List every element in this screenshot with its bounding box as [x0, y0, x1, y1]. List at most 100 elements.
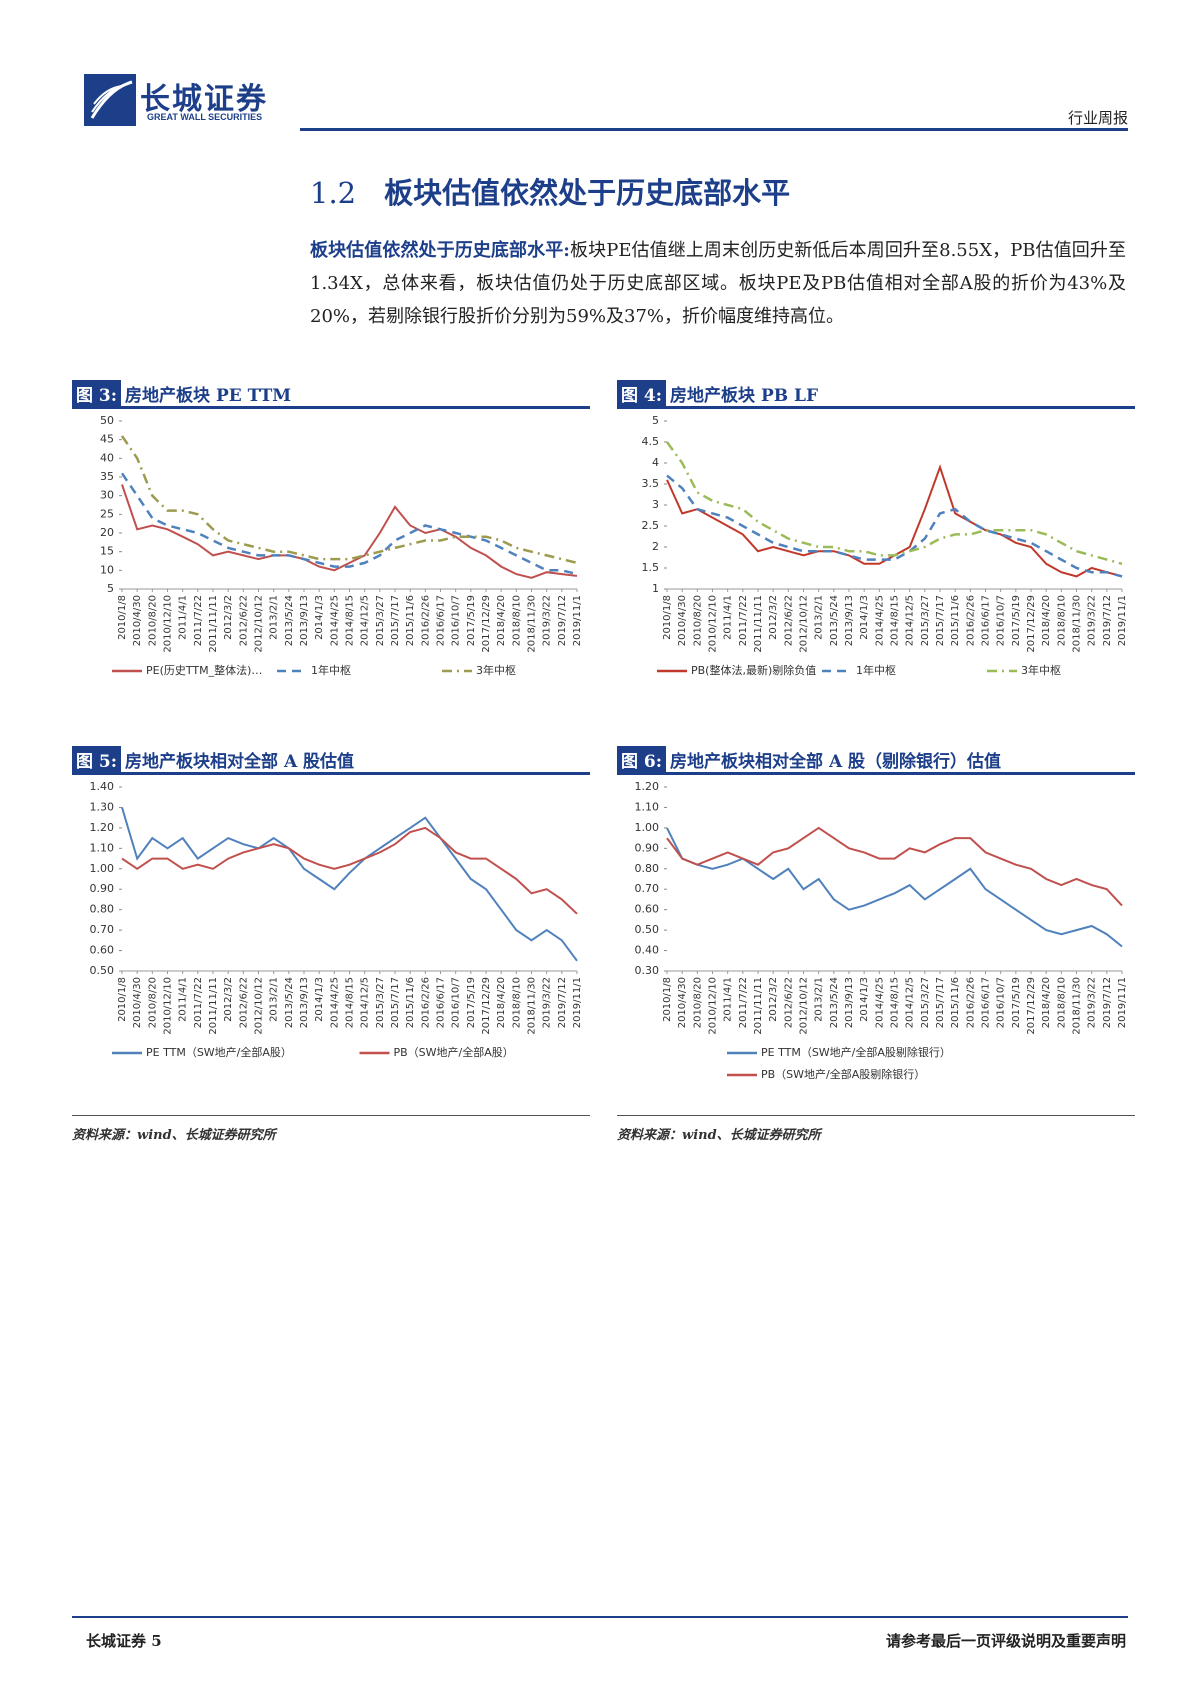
- x-tick-label: 2016/10/7: [451, 977, 462, 1028]
- series-line: [666, 474, 1123, 578]
- series-line: [121, 807, 578, 962]
- x-tick-label: 2011/4/1: [178, 977, 189, 1022]
- logo-icon: [84, 74, 136, 126]
- source-rule: [617, 1115, 1135, 1116]
- x-tick-label: 2019/11/1: [572, 977, 583, 1028]
- y-tick-label: 1.00: [635, 821, 660, 834]
- x-tick-label: 2016/6/17: [436, 595, 447, 646]
- x-tick-label: 2011/11/11: [208, 595, 219, 653]
- source-note: 资料来源：wind、长城证券研究所: [617, 1128, 821, 1143]
- x-tick-label: 2011/7/22: [738, 977, 749, 1028]
- y-tick-label: 1.10: [90, 841, 115, 854]
- x-tick-label: 2011/4/1: [723, 595, 734, 640]
- x-tick-label: 2014/12/5: [360, 595, 371, 646]
- x-tick-label: 2018/4/20: [496, 977, 507, 1028]
- figure-label: 图 5:: [72, 745, 122, 773]
- x-tick-label: 2019/3/22: [1087, 595, 1098, 646]
- legend-label: 3年中枢: [1021, 663, 1061, 677]
- section-number: 1.2: [310, 176, 357, 210]
- series-line: [666, 826, 1123, 907]
- y-tick-label: 35: [100, 470, 114, 483]
- x-tick-label: 2012/3/2: [223, 595, 234, 640]
- x-tick-label: 2018/8/10: [511, 595, 522, 646]
- legend-label: PE TTM（SW地产/全部A股剔除银行）: [761, 1045, 951, 1059]
- x-tick-label: 2015/3/27: [920, 977, 931, 1028]
- figure-title: 房地产板块相对全部 A 股（剔除银行）估值: [670, 751, 1002, 772]
- y-tick-label: 45: [100, 433, 114, 446]
- x-tick-label: 2011/4/1: [723, 977, 734, 1022]
- y-tick-label: 0.80: [635, 862, 660, 875]
- x-tick-label: 2013/9/13: [299, 595, 310, 646]
- x-tick-label: 2015/3/27: [375, 595, 386, 646]
- figure-label: 图 6:: [617, 745, 667, 773]
- x-tick-label: 2019/11/1: [1117, 977, 1128, 1028]
- chart: 0.50 0.60 0.70 0.80 0.90 1.00 1.10 1.20 1.30 1.40…: [90, 780, 584, 1059]
- section-title: 板块估值依然处于历史底部水平: [384, 176, 791, 210]
- figure-header: 图 5: 房地产板块相对全部 A 股估值: [72, 745, 590, 775]
- x-tick-label: 2015/11/6: [950, 977, 961, 1028]
- x-tick-label: 2010/1/8: [117, 977, 128, 1022]
- x-tick-label: 2013/9/13: [844, 595, 855, 646]
- x-tick-label: 2010/12/10: [163, 595, 174, 653]
- x-tick-label: 2015/7/17: [935, 595, 946, 646]
- section-heading: 1.2 板块估值依然处于历史底部水平: [310, 170, 790, 212]
- x-tick-label: 2019/3/22: [542, 595, 553, 646]
- x-tick-label: 2018/11/30: [527, 977, 538, 1035]
- source-note: 资料来源：wind、长城证券研究所: [72, 1128, 276, 1143]
- x-tick-label: 2015/7/17: [390, 977, 401, 1028]
- legend-label: PE(历史TTM_整体法)…: [146, 663, 262, 677]
- y-tick-label: 0.40: [635, 944, 660, 957]
- x-tick-label: 2017/12/29: [1026, 595, 1037, 653]
- y-tick-label: 4: [652, 456, 659, 469]
- x-tick-label: 2019/11/1: [572, 595, 583, 646]
- x-tick-label: 2016/2/26: [965, 595, 976, 646]
- figure-label: 图 3:: [72, 379, 122, 407]
- x-tick-label: 2012/6/22: [783, 595, 794, 646]
- y-tick-label: 0.70: [90, 923, 115, 936]
- series-line: [121, 826, 578, 915]
- x-tick-label: 2016/6/17: [981, 977, 992, 1028]
- x-tick-label: 2018/11/30: [527, 595, 538, 653]
- x-tick-label: 2014/1/3: [859, 595, 870, 640]
- x-tick-label: 2014/8/15: [345, 595, 356, 646]
- figure-header: 图 3: 房地产板块 PE TTM: [72, 379, 590, 409]
- figure-title: 房地产板块 PE TTM: [125, 385, 292, 406]
- y-tick-label: 4.5: [642, 435, 660, 448]
- legend-label: PB(整体法,最新)剔除负值: [691, 663, 816, 677]
- y-tick-label: 0.50: [90, 964, 115, 977]
- y-tick-label: 3: [652, 498, 659, 511]
- x-tick-label: 2015/3/27: [920, 595, 931, 646]
- x-tick-label: 2012/3/2: [768, 977, 779, 1022]
- x-tick-label: 2017/12/29: [1026, 977, 1037, 1035]
- x-tick-label: 2018/4/20: [1041, 595, 1052, 646]
- x-tick-label: 2018/8/10: [511, 977, 522, 1028]
- series-line: [120, 435, 578, 565]
- logo-subtext: GREAT WALL SECURITIES: [147, 112, 263, 122]
- figure-header: 图 4: 房地产板块 PB LF: [617, 379, 1135, 409]
- y-tick-label: 30: [100, 489, 114, 502]
- x-tick-label: 2014/8/15: [345, 977, 356, 1028]
- x-tick-label: 2013/2/1: [269, 977, 280, 1022]
- x-tick-label: 2012/10/12: [799, 977, 810, 1035]
- x-tick-label: 2018/11/30: [1072, 977, 1083, 1035]
- y-tick-label: 0.80: [90, 903, 115, 916]
- x-tick-label: 2016/2/26: [420, 595, 431, 646]
- x-tick-label: 2010/4/30: [132, 977, 143, 1028]
- y-tick-label: 0.70: [635, 882, 660, 895]
- legend-label: 1年中枢: [311, 663, 351, 677]
- x-tick-label: 2018/8/10: [1056, 595, 1067, 646]
- series-line: [665, 441, 1123, 566]
- footer-right: 请参考最后一页评级说明及重要声明: [885, 1632, 1126, 1650]
- x-tick-label: 2011/11/11: [753, 595, 764, 653]
- y-tick-label: 1.00: [90, 862, 115, 875]
- x-tick-label: 2015/3/27: [375, 977, 386, 1028]
- figure-header: 图 6: 房地产板块相对全部 A 股（剔除银行）估值: [617, 745, 1135, 775]
- x-tick-label: 2012/10/12: [799, 595, 810, 653]
- x-tick-label: 2016/6/17: [981, 595, 992, 646]
- x-tick-label: 2011/11/11: [208, 977, 219, 1035]
- report-type: 行业周报: [1067, 109, 1128, 127]
- series-line: [666, 464, 1123, 578]
- y-tick-label: 0.50: [635, 923, 660, 936]
- x-tick-label: 2013/5/24: [284, 595, 295, 646]
- x-tick-label: 2012/6/22: [238, 595, 249, 646]
